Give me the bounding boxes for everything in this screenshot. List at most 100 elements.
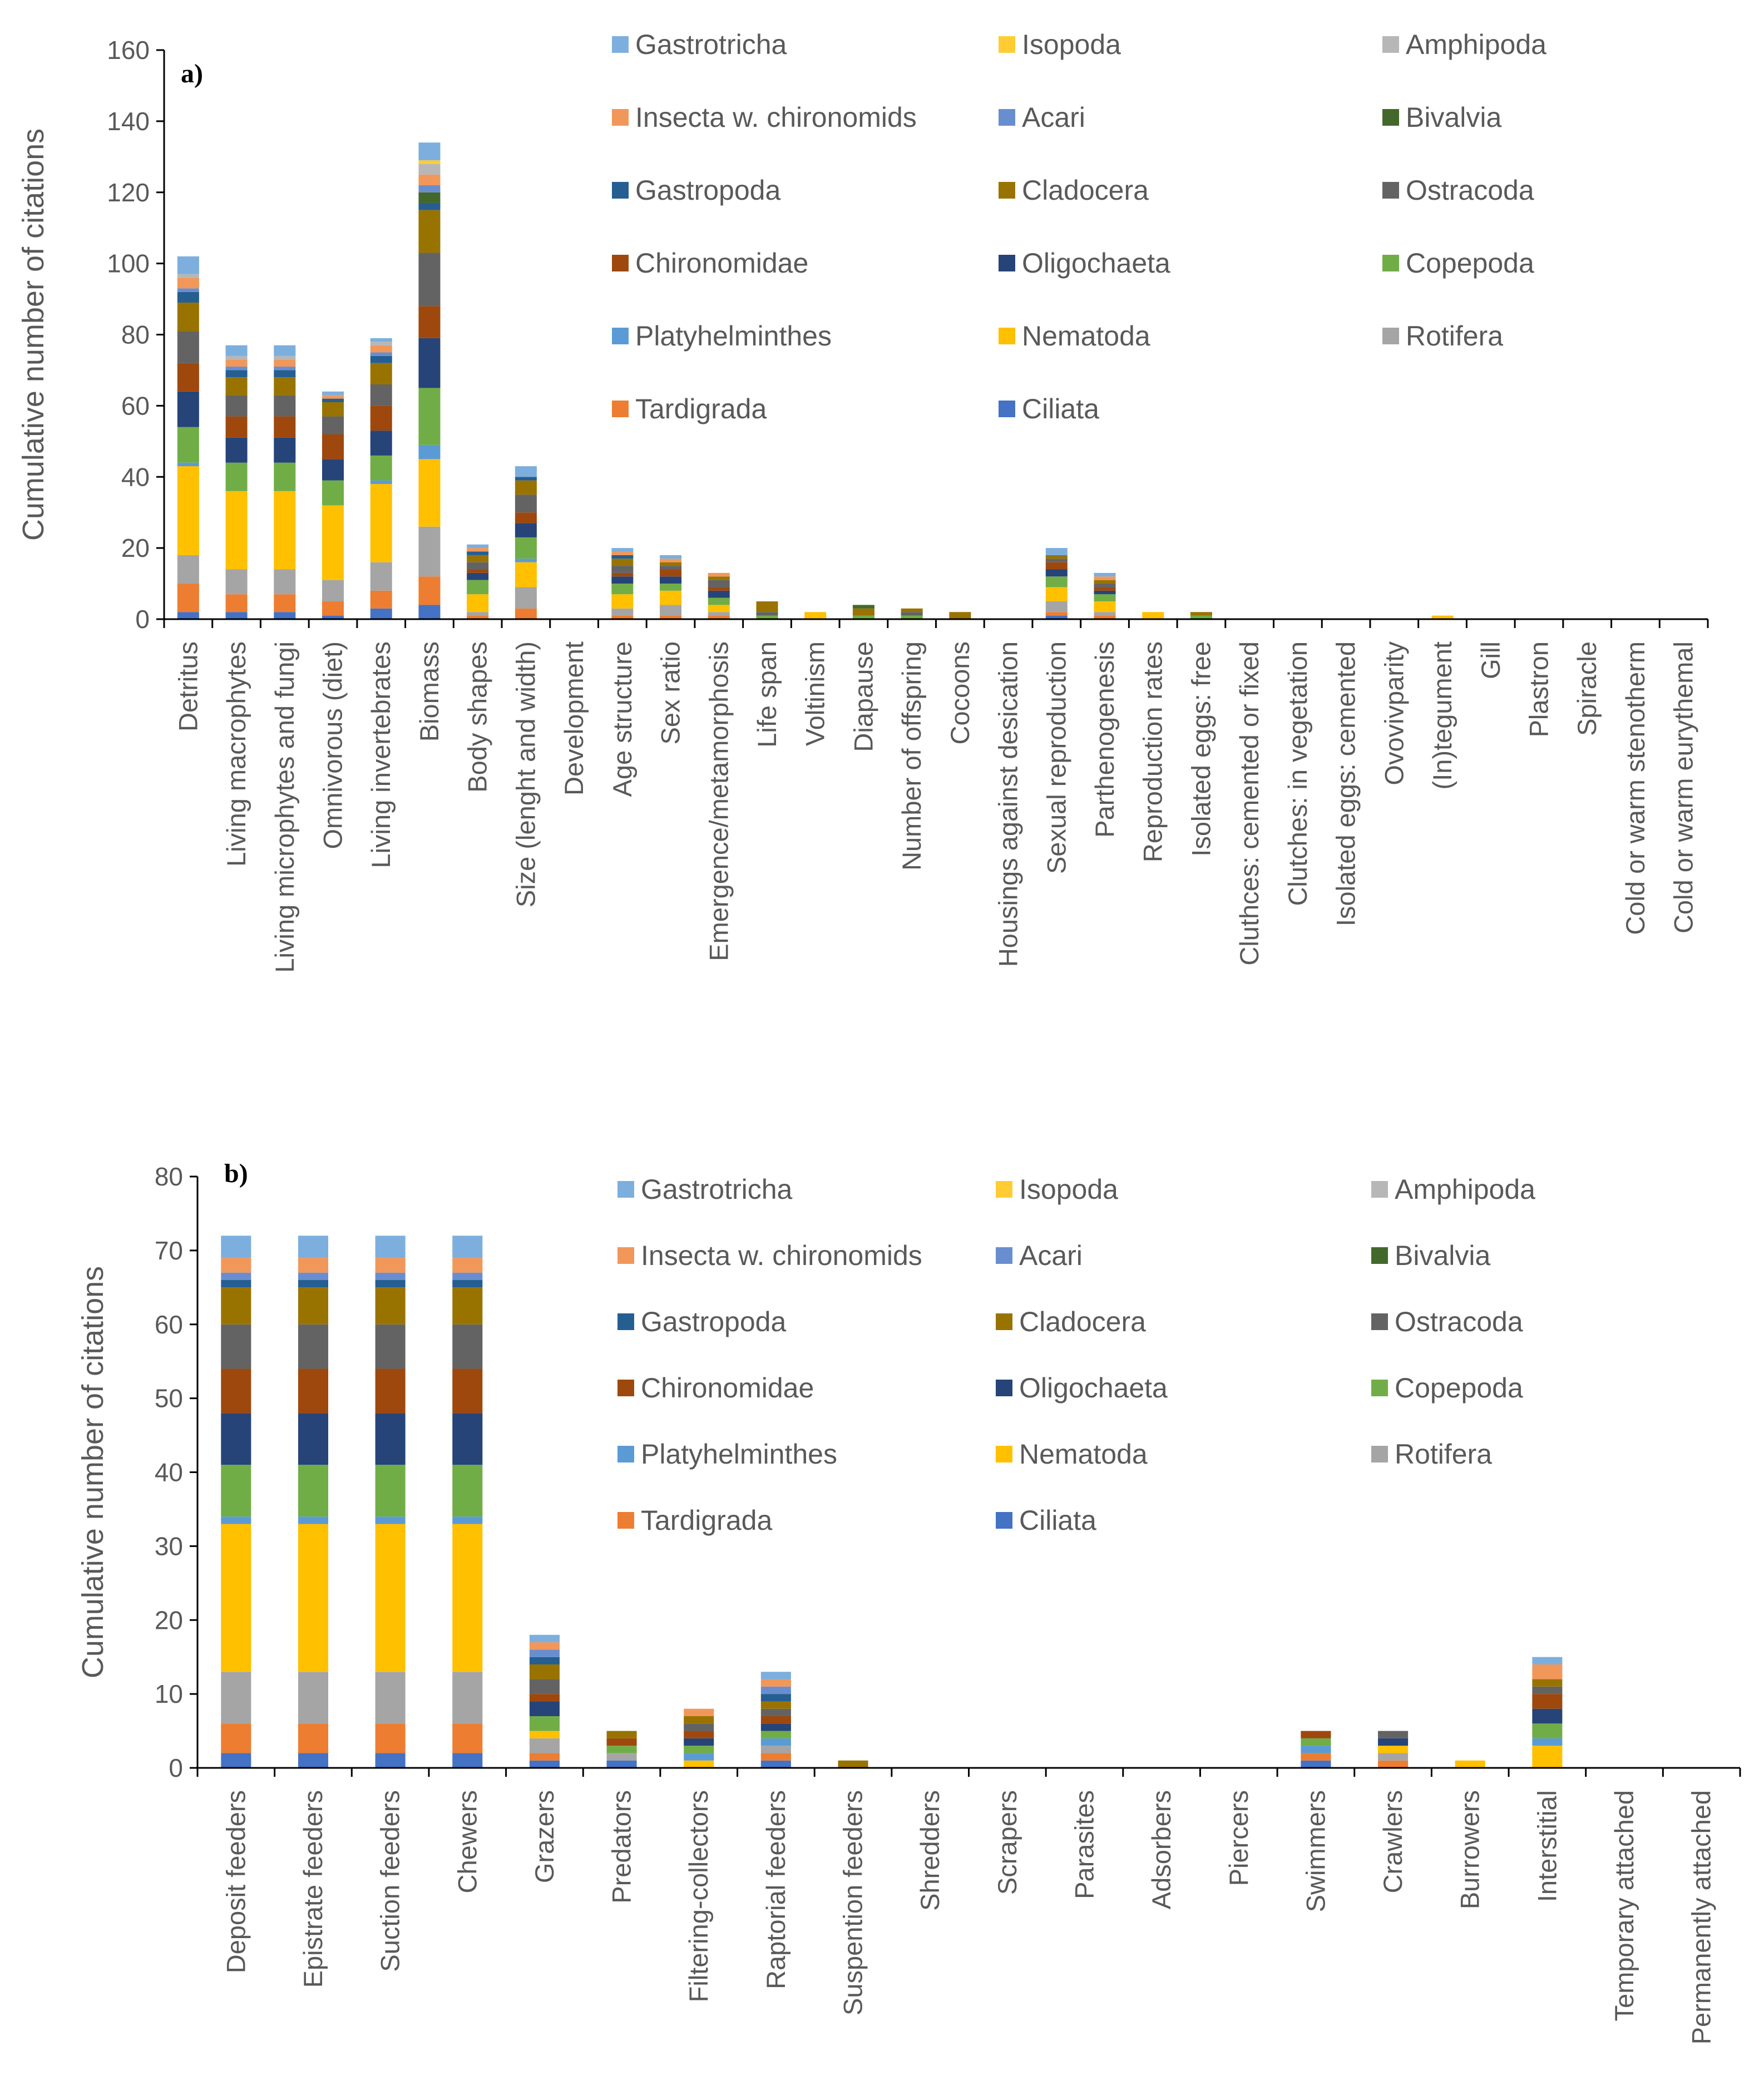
panel-a-bar-in-tegument-nematoda bbox=[1431, 615, 1454, 619]
panel-a-bar-size-lenght-and-width-tardigrada bbox=[515, 608, 537, 619]
panel-b-legend-swatch-gastropoda bbox=[617, 1313, 634, 1330]
panel-a-bar-biomass-ciliata bbox=[418, 605, 441, 619]
panel-b-legend-swatch-oligochaeta bbox=[996, 1380, 1012, 1396]
panel-a-bar-parthenogenesis-chironomidae bbox=[1094, 587, 1116, 591]
panel-b-legend-label-tardigrada: Tardigrada bbox=[641, 1505, 772, 1536]
panel-b-bar-chewers-ciliata bbox=[452, 1753, 483, 1768]
panel-a-bar-size-lenght-and-width-platyhelminthes bbox=[515, 559, 537, 562]
panel-a-bar-biomass-gastrotricha bbox=[418, 142, 441, 161]
panel-b-bar-epistrate-feeders-oligochaeta bbox=[298, 1413, 329, 1465]
panel-b-bar-interstitial-chironomidae bbox=[1532, 1694, 1563, 1709]
panel-a-legend-swatch-gastrotricha bbox=[612, 36, 629, 53]
panel-b-bar-raptorial-feeders-gastrotricha bbox=[760, 1672, 791, 1679]
panel-a-y-tick-label: 40 bbox=[121, 462, 150, 491]
panel-b-bar-chewers-tardigrada bbox=[452, 1723, 483, 1753]
panel-b-bar-filtering-collectors-copepoda bbox=[684, 1746, 714, 1753]
panel-a-bar-body-shapes-insecta-w-chironomids bbox=[467, 548, 489, 552]
panel-a-bar-biomass-insecta-w-chironomids bbox=[418, 174, 441, 185]
panel-a-bar-life-span-cladocera bbox=[756, 601, 778, 612]
panel-a-legend-label-ostracoda: Ostracoda bbox=[1406, 175, 1534, 206]
panel-a-bar-biomass-rotifera bbox=[418, 526, 441, 577]
panel-b-bar-swimmers-ciliata bbox=[1301, 1760, 1331, 1768]
panel-b-bar-deposit-feeders-rotifera bbox=[221, 1672, 251, 1724]
panel-b-legend-swatch-bivalvia bbox=[1371, 1247, 1388, 1264]
panel-a-bar-omnivorous-diet-ostracoda bbox=[322, 416, 344, 434]
panel-a-legend-label-cladocera: Cladocera bbox=[1022, 175, 1149, 206]
panel-a-bar-living-invertebrates-ciliata bbox=[370, 608, 392, 619]
panel-a-x-label-omnivorous-diet: Omnivorous (diet) bbox=[318, 641, 348, 849]
panel-b-bar-suction-feeders-nematoda bbox=[375, 1524, 406, 1672]
panel-a-bar-emergence-metamorphosis-cladocera bbox=[708, 576, 730, 580]
panel-b-bar-grazers-chironomidae bbox=[529, 1694, 560, 1702]
panel-a-bar-sex-ratio-oligochaeta bbox=[660, 576, 682, 584]
panel-b-bar-grazers-ciliata bbox=[529, 1760, 560, 1768]
panel-b-legend-swatch-copepoda bbox=[1371, 1380, 1388, 1396]
panel-a-bar-living-macrophytes-ciliata bbox=[225, 612, 248, 619]
panel-a-x-label-parthenogenesis: Parthenogenesis bbox=[1090, 641, 1119, 838]
panel-a-x-label-in-tegument: (In)tegument bbox=[1427, 641, 1457, 789]
panel-b-bar-raptorial-feeders-cladocera bbox=[760, 1701, 791, 1709]
panel-a-bar-detritus-tardigrada bbox=[177, 584, 199, 612]
panel-a-bar-sexual-reproduction-tardigrada bbox=[1045, 612, 1068, 616]
panel-a-bar-omnivorous-diet-chironomidae bbox=[322, 434, 344, 459]
panel-a-bar-size-lenght-and-width-rotifera bbox=[515, 587, 537, 609]
panel-a-chart: 0 20 40 60 80 100 120 140 160 Cumulative number o… bbox=[17, 29, 1709, 973]
panel-b-bar-raptorial-feeders-gastropoda bbox=[760, 1694, 791, 1702]
panel-a-bar-living-macrophytes-nematoda bbox=[225, 491, 248, 570]
panel-b-x-label-permanently-attached: Permanently attached bbox=[1687, 1790, 1716, 2044]
panel-a-bar-living-microphytes-and-fungi-ciliata bbox=[274, 612, 296, 619]
panel-a-label: a) bbox=[181, 59, 203, 88]
panel-a-bar-isolated-eggs-free-copepoda bbox=[1190, 615, 1212, 619]
panel-b-bar-grazers-cladocera bbox=[529, 1664, 560, 1679]
panel-b-bar-chewers-acari bbox=[452, 1272, 483, 1281]
panel-a-bar-omnivorous-diet-insecta-w-chironomids bbox=[322, 395, 344, 399]
panel-a-bar-age-structure-nematoda bbox=[611, 594, 634, 609]
panel-a-bar-biomass-cladocera bbox=[418, 210, 441, 253]
panel-b-bar-suction-feeders-gastrotricha bbox=[375, 1236, 406, 1258]
panel-b-bar-suspention-feeders-cladocera bbox=[838, 1760, 868, 1768]
panel-b-bar-interstitial-gastrotricha bbox=[1532, 1657, 1563, 1664]
panel-a-bar-living-microphytes-and-fungi-chironomidae bbox=[274, 416, 296, 438]
panel-a-bar-age-structure-copepoda bbox=[611, 584, 634, 595]
panel-b-legend-label-bivalvia: Bivalvia bbox=[1395, 1240, 1490, 1271]
panel-a-y-tick-label: 20 bbox=[121, 533, 150, 562]
panel-a-bar-parthenogenesis-nematoda bbox=[1094, 601, 1116, 612]
panel-a-bar-biomass-oligochaeta bbox=[418, 338, 441, 388]
panel-b-bar-epistrate-feeders-acari bbox=[298, 1272, 329, 1281]
panel-b-legend-swatch-isopoda bbox=[996, 1181, 1012, 1198]
panel-a-bar-parthenogenesis-rotifera bbox=[1094, 612, 1116, 616]
panel-b-legend-label-nematoda: Nematoda bbox=[1019, 1439, 1148, 1470]
panel-a-legend-swatch-nematoda bbox=[999, 328, 1015, 344]
panel-a-bar-living-invertebrates-acari bbox=[370, 352, 392, 356]
panel-a-bar-body-shapes-copepoda bbox=[467, 580, 489, 595]
panel-b-bar-predators-copepoda bbox=[606, 1746, 637, 1753]
panel-a-bar-living-invertebrates-nematoda bbox=[370, 484, 392, 562]
panel-a-legend-label-isopoda: Isopoda bbox=[1022, 29, 1121, 60]
panel-a-bar-omnivorous-diet-oligochaeta bbox=[322, 459, 344, 481]
panel-a-bar-living-invertebrates-platyhelminthes bbox=[370, 480, 392, 485]
panel-b-bar-grazers-insecta-w-chironomids bbox=[529, 1642, 560, 1650]
panel-a-bar-cocoons-cladocera bbox=[949, 612, 971, 619]
panel-a-bar-number-of-offspring-ostracoda bbox=[901, 612, 923, 616]
panel-b-legend-label-cladocera: Cladocera bbox=[1019, 1306, 1146, 1337]
panel-b-bar-suction-feeders-platyhelminthes bbox=[375, 1516, 406, 1524]
panel-a-bar-living-invertebrates-ostracoda bbox=[370, 384, 392, 406]
panel-b-bar-raptorial-feeders-chironomidae bbox=[760, 1716, 791, 1724]
panel-a-bar-living-macrophytes-rotifera bbox=[225, 569, 248, 595]
panel-a-bar-biomass-platyhelminthes bbox=[418, 444, 441, 459]
panel-a-bar-detritus-acari bbox=[177, 288, 199, 292]
panel-a-bar-parthenogenesis-cladocera bbox=[1094, 580, 1116, 584]
panel-a-bar-emergence-metamorphosis-insecta-w-chironomids bbox=[708, 572, 730, 577]
panel-a-bar-sexual-reproduction-copepoda bbox=[1045, 576, 1068, 587]
panel-a-bar-living-invertebrates-copepoda bbox=[370, 455, 392, 481]
panel-b-bar-deposit-feeders-platyhelminthes bbox=[221, 1516, 251, 1524]
panel-b-bar-epistrate-feeders-copepoda bbox=[298, 1465, 329, 1517]
panel-b-bar-crawlers-ostracoda bbox=[1378, 1731, 1409, 1738]
panel-b-legend-swatch-tardigrada bbox=[617, 1512, 634, 1529]
panel-a-x-label-sexual-reproduction: Sexual reproduction bbox=[1041, 641, 1071, 874]
panel-a-y-tick-label: 60 bbox=[121, 391, 150, 420]
panel-a-bar-body-shapes-tardigrada bbox=[467, 615, 489, 619]
panel-a-bar-isolated-eggs-free-cladocera bbox=[1190, 612, 1212, 616]
panel-a-x-label-living-macrophytes: Living macrophytes bbox=[221, 641, 251, 867]
panel-a-bar-age-structure-gastropoda bbox=[611, 555, 634, 559]
